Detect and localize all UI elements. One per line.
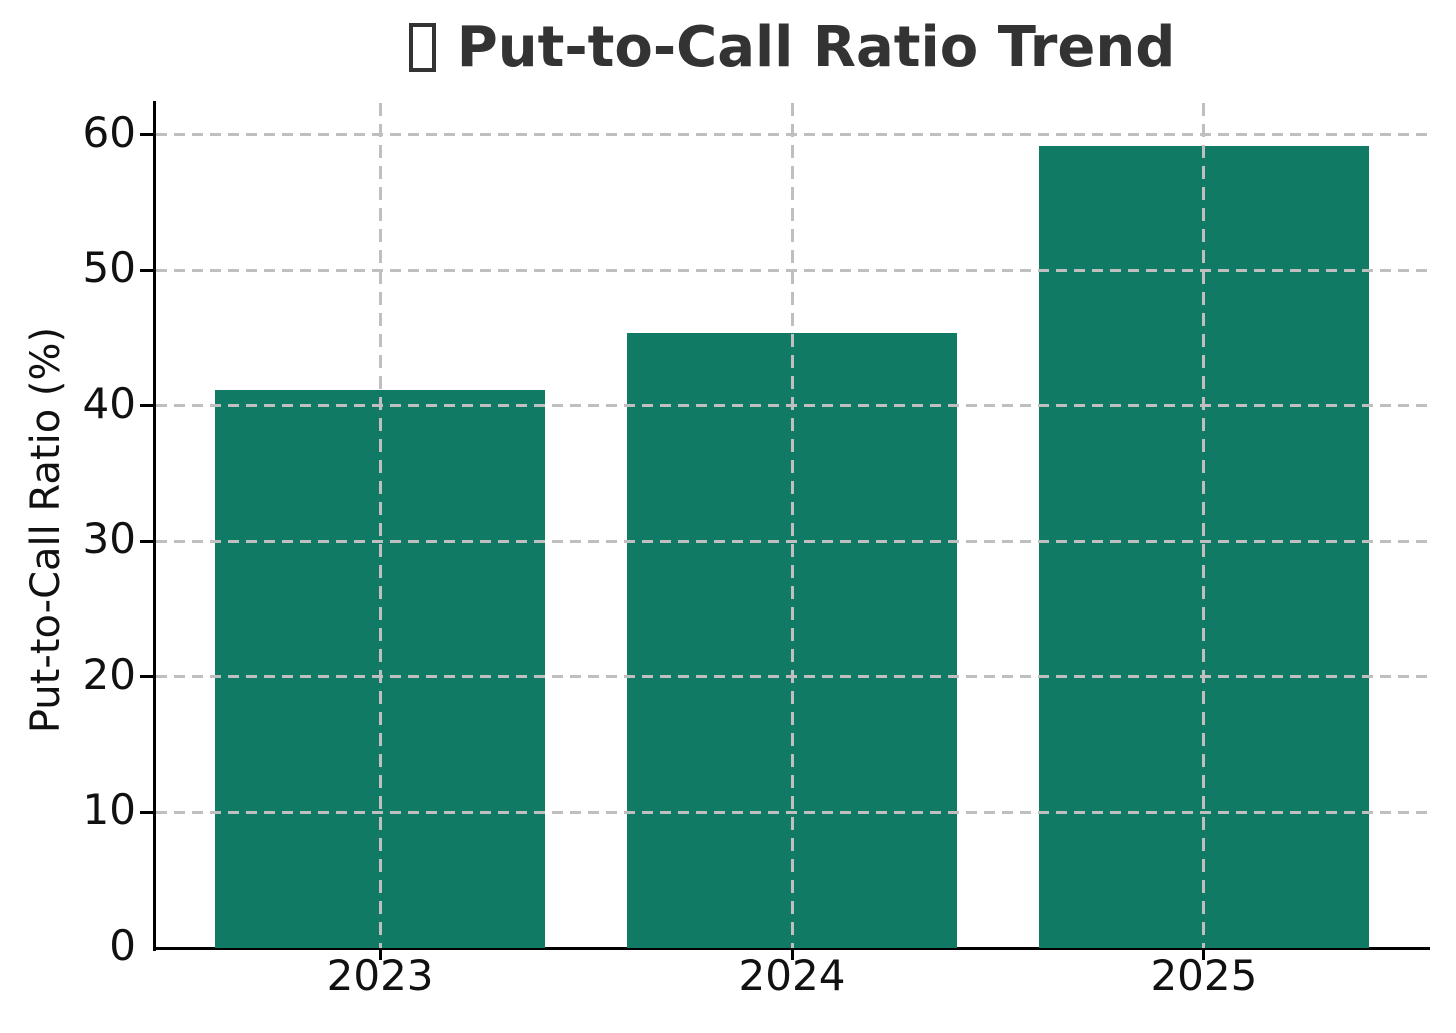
y-tick-label-50: 50: [82, 243, 136, 293]
y-tick-label-0: 0: [109, 921, 136, 970]
missing-glyph-icon: [408, 23, 436, 72]
v-gridline-2023: [378, 103, 382, 948]
x-tick-2024: [790, 950, 794, 960]
y-tick-20: [140, 675, 153, 679]
h-gridline-60: [156, 133, 1428, 137]
x-tick-label-2024: 2024: [738, 951, 846, 1000]
chart-title-text: Put-to-Call Ratio Trend: [456, 15, 1176, 80]
y-tick-30: [140, 539, 153, 543]
y-tick-label-60: 60: [82, 107, 136, 157]
chart-title: Put-to-Call Ratio Trend: [156, 20, 1428, 76]
x-tick-2025: [1202, 950, 1206, 960]
x-tick-label-2025: 2025: [1150, 951, 1258, 1000]
y-tick-label-40: 40: [82, 378, 136, 428]
h-gridline-50: [156, 268, 1428, 272]
y-tick-50: [140, 268, 153, 272]
v-gridline-2025: [1202, 103, 1206, 948]
y-tick-label-10: 10: [82, 785, 136, 835]
h-gridline-30: [156, 539, 1428, 543]
y-tick-40: [140, 404, 153, 408]
plot-area: [156, 103, 1428, 948]
y-tick-60: [140, 133, 153, 137]
y-tick-10: [140, 810, 153, 814]
y-axis-spine: [153, 101, 156, 951]
x-axis-spine: [153, 947, 1430, 950]
x-tick-label-2023: 2023: [326, 951, 434, 1000]
h-gridline-20: [156, 675, 1428, 679]
h-gridline-10: [156, 810, 1428, 814]
h-gridline-40: [156, 404, 1428, 408]
v-gridline-2024: [790, 103, 794, 948]
y-tick-label-30: 30: [82, 514, 136, 564]
y-tick-label-20: 20: [82, 649, 136, 699]
x-tick-2023: [378, 950, 382, 960]
